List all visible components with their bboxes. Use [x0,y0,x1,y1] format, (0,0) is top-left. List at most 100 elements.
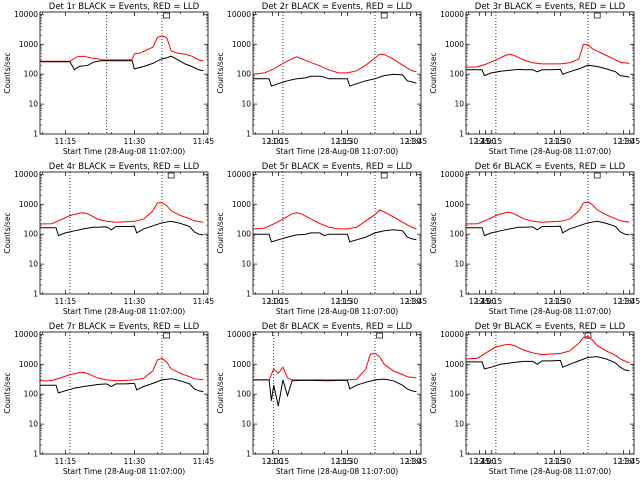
panel-title: Det 9r BLACK = Events, RED = LLD [475,322,626,332]
detector-panel-8: Det 8r BLACK = Events, RED = LLD 11:15 11:… [216,322,635,476]
lld-rate-line [40,35,204,62]
x-tick-label: 11:45 [193,297,215,306]
y-axis-label: Counts/sec [3,52,12,93]
marker-box [167,172,175,179]
y-tick-label: 10000 [440,170,464,179]
lld-rate-line [465,201,630,225]
lld-rate-line [253,352,417,381]
y-axis-label: Counts/sec [3,212,12,253]
x-axis-label: Start Time (28-Aug-08 11:07:00) [63,147,185,156]
y-axis-label: Counts/sec [429,52,438,93]
x-tick-label: 11:30 [337,457,359,466]
y-tick-label: 10 [28,420,38,429]
events-rate-line [253,378,417,407]
x-tick-label: 11:30 [550,457,572,466]
y-tick-label: 100 [450,70,465,79]
x-tick-label: 12:15 [331,137,353,146]
x-axis-label: Start Time (28-Aug-08 11:07:00) [489,307,611,316]
plot-frame [39,171,209,295]
detector-panel-5: Det 5r BLACK = Events, RED = LLD 11:15 11:… [216,162,635,316]
y-tick-label: 10 [241,420,251,429]
x-tick-label: 11:15 [55,137,77,146]
panel-title: Det 6r BLACK = Events, RED = LLD [475,162,626,172]
plot-frame [39,11,209,135]
y-tick-label: 100 [24,390,39,399]
y-tick-label: 1 [246,130,251,139]
panel-title: Det 5r BLACK = Events, RED = LLD [262,162,413,172]
y-tick-label: 1000 [445,40,464,49]
marker-box [376,332,383,339]
x-tick-label: 12:45 [469,297,491,306]
detector-panel-6: Det 6r BLACK = Events, RED = LLD 11:15 11:… [429,162,640,316]
x-tick-label: 11:30 [124,457,146,466]
x-tick-label: 12:00 [475,297,497,306]
y-tick-label: 10 [241,100,251,109]
x-axis-label: Start Time (28-Aug-08 11:07:00) [276,147,398,156]
lld-rate-line [252,209,417,230]
x-tick-label: 11:30 [337,137,359,146]
y-tick-label: 1 [246,450,251,459]
y-tick-label: 1000 [232,40,251,49]
panel-title: Det 7r BLACK = Events, RED = LLD [49,322,200,332]
x-tick-label: 11:45 [619,137,640,146]
detector-panel-9: Det 9r BLACK = Events, RED = LLD 11:15 11:… [429,322,640,476]
y-tick-label: 1000 [232,360,251,369]
y-tick-label: 10000 [227,170,251,179]
x-tick-label: 11:30 [124,297,146,306]
x-tick-label: 11:15 [55,297,77,306]
y-tick-label: 100 [450,390,465,399]
detector-panel-7: Det 7r BLACK = Events, RED = LLD 11:15 11:… [3,322,491,476]
events-rate-line [253,229,417,243]
x-tick-label: 11:15 [481,457,503,466]
panel-title: Det 1r BLACK = Events, RED = LLD [49,2,200,12]
y-tick-label: 1000 [445,200,464,209]
y-tick-label: 1 [459,450,464,459]
x-axis-label: Start Time (28-Aug-08 11:07:00) [276,307,398,316]
marker-box [380,12,388,19]
x-axis-label: Start Time (28-Aug-08 11:07:00) [489,147,611,156]
x-tick-label: 12:30 [613,137,635,146]
y-axis-label: Counts/sec [216,52,225,93]
x-tick-label: 12:30 [400,137,422,146]
detector-panel-2: Det 2r BLACK = Events, RED = LLD 11:15 11:… [216,2,635,156]
events-rate-line [40,378,204,394]
y-tick-label: 100 [237,390,252,399]
x-tick-label: 11:30 [550,297,572,306]
lld-rate-line [39,201,204,225]
y-axis-label: Counts/sec [429,212,438,253]
x-tick-label: 11:15 [268,457,290,466]
x-tick-label: 11:30 [337,297,359,306]
events-rate-line [40,220,204,237]
x-tick-label: 11:15 [268,297,290,306]
x-tick-label: 11:45 [193,137,215,146]
y-axis-label: Counts/sec [3,372,12,413]
x-tick-label: 12:00 [262,137,284,146]
x-tick-label: 12:30 [400,457,422,466]
x-tick-label: 12:15 [331,457,353,466]
y-tick-label: 1 [33,290,38,299]
x-tick-label: 12:00 [475,137,497,146]
y-tick-label: 1000 [19,40,38,49]
detector-panel-1: Det 1r BLACK = Events, RED = LLD 11:15 11:… [3,2,491,156]
y-tick-label: 100 [450,230,465,239]
x-tick-label: 12:00 [262,457,284,466]
marker-box [380,172,388,179]
lld-rate-line [39,357,204,382]
x-tick-label: 12:00 [475,457,497,466]
events-rate-line [466,64,630,78]
plot-frame [39,331,209,455]
y-tick-label: 1 [246,290,251,299]
marker-box [163,332,170,339]
x-tick-label: 12:30 [613,297,635,306]
y-axis-label: Counts/sec [429,372,438,413]
y-axis-label: Counts/sec [216,372,225,413]
y-tick-label: 1 [459,290,464,299]
plot-frame [465,331,635,455]
events-rate-line [253,73,417,87]
y-tick-label: 10 [454,260,464,269]
plot-frame [252,331,422,455]
y-axis-label: Counts/sec [216,212,225,253]
x-axis-label: Start Time (28-Aug-08 11:07:00) [489,467,611,476]
